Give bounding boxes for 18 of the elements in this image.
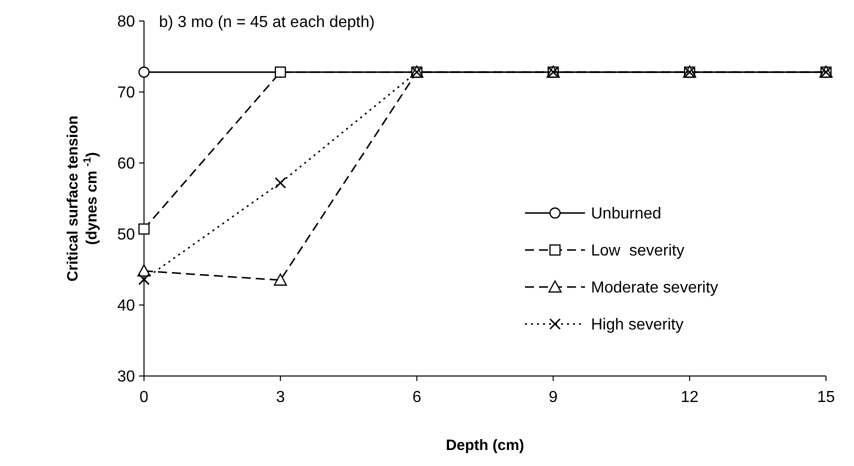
x-tick-label: 6 [412,389,422,406]
y-tick-label: 30 [117,368,136,386]
x-tick-label: 12 [680,389,699,406]
y-tick-label: 40 [117,298,136,315]
x-tick-label: 0 [140,389,149,406]
x-axis-title: Depth (cm) [446,437,524,454]
legend-label: Unburned [591,206,662,223]
legend-label: Low severity [591,242,684,260]
y-tick-label: 70 [117,84,136,102]
x-tick-label: 3 [276,389,285,406]
chart-title: b) 3 mo (n = 45 at each depth) [159,14,375,31]
legend-label: High severity [591,316,684,334]
y-tick-label: 50 [117,226,136,244]
y-tick-label: 60 [117,156,136,173]
x-tick-label: 15 [817,389,835,406]
x-tick-label: 9 [548,389,558,406]
y-tick-label: 80 [117,14,136,31]
legend-label: Moderate severity [591,280,718,297]
